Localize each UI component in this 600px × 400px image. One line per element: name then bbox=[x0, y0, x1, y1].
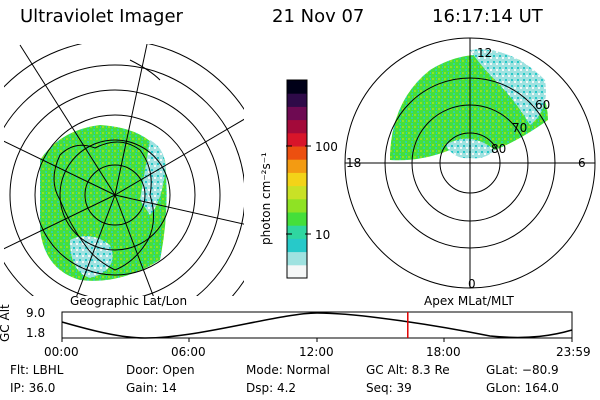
timeline-y-label: GC Alt bbox=[0, 304, 12, 342]
mlat-label-60: 60 bbox=[535, 98, 551, 112]
mlt-label-18: 18 bbox=[346, 156, 362, 170]
colorbar-swatch bbox=[287, 198, 307, 213]
altitude-timeline bbox=[61, 311, 573, 342]
timeline-tick-0: 00:00 bbox=[44, 345, 79, 359]
date-label: 21 Nov 07 bbox=[272, 6, 365, 27]
glat-info: GLat: −80.9 bbox=[486, 363, 559, 377]
colorbar-tick-100: 100 bbox=[315, 140, 338, 154]
colorbar-swatch bbox=[287, 264, 307, 279]
colorbar-swatch bbox=[287, 93, 307, 107]
ip-info: IP: 36.0 bbox=[10, 381, 56, 395]
timeline-tick-3: 18:00 bbox=[426, 345, 461, 359]
mlt-label-6: 6 bbox=[578, 156, 586, 170]
gain-info: Gain: 14 bbox=[126, 381, 177, 395]
geo-map-title: Geographic Lat/Lon bbox=[70, 294, 188, 308]
colorbar-unit: photon cm⁻²s⁻¹ bbox=[259, 152, 273, 245]
colorbar-frame bbox=[286, 79, 308, 279]
colorbar-swatch bbox=[287, 159, 307, 173]
colorbar-swatch bbox=[287, 132, 307, 147]
mlat-label-80: 80 bbox=[491, 142, 507, 156]
magnetic-polar-map bbox=[344, 37, 596, 289]
colorbar-ticks bbox=[286, 145, 311, 235]
time-label: 16:17:14 UT bbox=[432, 6, 543, 27]
colorbar-swatch bbox=[287, 119, 307, 134]
timeline-y-top: 9.0 bbox=[26, 306, 46, 320]
mlt-label-12: 12 bbox=[477, 46, 493, 60]
colorbar-swatch bbox=[287, 251, 307, 266]
timeline-tick-1: 06:00 bbox=[171, 345, 206, 359]
timeline-tick-2: 12:00 bbox=[299, 345, 334, 359]
colorbar-swatch bbox=[287, 106, 307, 121]
colorbar bbox=[286, 79, 308, 279]
timeline-tick-4: 23:59 bbox=[556, 345, 591, 359]
colorbar-swatch bbox=[287, 80, 307, 94]
door-info: Door: Open bbox=[126, 363, 195, 377]
colorbar-swatch bbox=[287, 172, 307, 187]
colorbar-swatch bbox=[287, 146, 307, 160]
gc-alt-info: GC Alt: 8.3 Re bbox=[366, 363, 450, 377]
colorbar-swatch bbox=[287, 238, 307, 253]
colorbar-swatch bbox=[287, 212, 307, 226]
timeline-y-bottom: 1.8 bbox=[26, 326, 46, 340]
glon-info: GLon: 164.0 bbox=[486, 381, 559, 395]
mag-map-title: Apex MLat/MLT bbox=[424, 294, 514, 308]
mlt-label-0: 0 bbox=[468, 277, 476, 291]
instrument-title: Ultraviolet Imager bbox=[20, 6, 183, 27]
dsp-info: Dsp: 4.2 bbox=[246, 381, 297, 395]
filter-info: Flt: LBHL bbox=[10, 363, 64, 377]
colorbar-swatch bbox=[287, 225, 307, 239]
mode-info: Mode: Normal bbox=[246, 363, 330, 377]
seq-info: Seq: 39 bbox=[366, 381, 412, 395]
colorbar-tick-10: 10 bbox=[315, 228, 331, 242]
mlat-label-70: 70 bbox=[512, 121, 528, 135]
geographic-map bbox=[4, 44, 244, 296]
colorbar-swatch bbox=[287, 185, 307, 200]
